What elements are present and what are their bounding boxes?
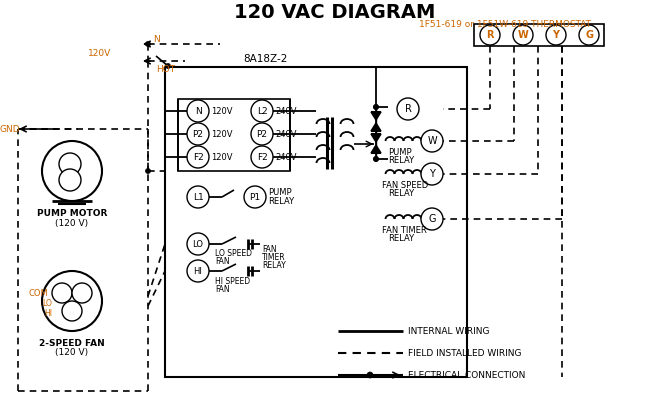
Text: P2: P2 bbox=[257, 129, 267, 139]
Circle shape bbox=[480, 25, 500, 45]
Text: 240V: 240V bbox=[275, 153, 297, 161]
Circle shape bbox=[187, 100, 209, 122]
Text: L2: L2 bbox=[257, 106, 267, 116]
Text: 1F51-619 or 1F51W-619 THERMOSTAT: 1F51-619 or 1F51W-619 THERMOSTAT bbox=[419, 20, 591, 28]
Circle shape bbox=[145, 168, 151, 173]
Text: (120 V): (120 V) bbox=[56, 218, 88, 228]
Text: G: G bbox=[428, 214, 436, 224]
Text: 120V: 120V bbox=[211, 153, 232, 161]
Text: FAN: FAN bbox=[215, 285, 230, 293]
Text: P1: P1 bbox=[249, 192, 261, 202]
Text: HOT: HOT bbox=[156, 65, 175, 73]
Circle shape bbox=[42, 141, 102, 201]
Text: FAN: FAN bbox=[215, 258, 230, 266]
Text: FAN SPEED: FAN SPEED bbox=[382, 181, 428, 189]
Text: 120V: 120V bbox=[211, 106, 232, 116]
Text: HI: HI bbox=[194, 266, 202, 276]
Text: FAN TIMER: FAN TIMER bbox=[382, 225, 427, 235]
Bar bbox=[474, 24, 604, 46]
Text: RELAY: RELAY bbox=[262, 261, 285, 269]
Text: GND: GND bbox=[0, 124, 21, 134]
Circle shape bbox=[187, 186, 209, 208]
Circle shape bbox=[251, 100, 273, 122]
Circle shape bbox=[187, 233, 209, 255]
Text: R: R bbox=[486, 30, 494, 40]
Text: Y: Y bbox=[429, 169, 435, 179]
Text: 2-SPEED FAN: 2-SPEED FAN bbox=[39, 339, 105, 347]
Text: W: W bbox=[518, 30, 529, 40]
Circle shape bbox=[59, 153, 81, 175]
Text: N: N bbox=[153, 34, 159, 44]
Text: PUMP: PUMP bbox=[268, 187, 291, 197]
Text: HI SPEED: HI SPEED bbox=[215, 277, 250, 285]
Text: LO: LO bbox=[192, 240, 204, 248]
Text: PUMP MOTOR: PUMP MOTOR bbox=[37, 209, 107, 217]
Circle shape bbox=[397, 98, 419, 120]
Circle shape bbox=[373, 104, 379, 109]
Text: RELAY: RELAY bbox=[388, 189, 414, 197]
Text: P2: P2 bbox=[192, 129, 204, 139]
Text: 120V: 120V bbox=[88, 49, 111, 57]
Text: (120 V): (120 V) bbox=[56, 349, 88, 357]
Text: L1: L1 bbox=[193, 192, 204, 202]
Text: 240V: 240V bbox=[275, 106, 297, 116]
Text: 240V: 240V bbox=[275, 129, 297, 139]
Text: INTERNAL WIRING: INTERNAL WIRING bbox=[408, 326, 490, 336]
Circle shape bbox=[421, 130, 443, 152]
Text: RELAY: RELAY bbox=[388, 233, 414, 243]
Text: COM: COM bbox=[28, 289, 48, 297]
Polygon shape bbox=[371, 112, 381, 120]
Text: HI: HI bbox=[44, 308, 52, 318]
Text: ELECTRICAL CONNECTION: ELECTRICAL CONNECTION bbox=[408, 370, 525, 380]
Circle shape bbox=[187, 123, 209, 145]
Circle shape bbox=[251, 146, 273, 168]
Circle shape bbox=[244, 186, 266, 208]
Text: LO: LO bbox=[42, 298, 52, 308]
Circle shape bbox=[42, 271, 102, 331]
Text: F2: F2 bbox=[193, 153, 204, 161]
Text: 120V: 120V bbox=[211, 129, 232, 139]
Text: FIELD INSTALLED WIRING: FIELD INSTALLED WIRING bbox=[408, 349, 521, 357]
Text: N: N bbox=[194, 106, 202, 116]
Circle shape bbox=[72, 283, 92, 303]
Text: 8A18Z-2: 8A18Z-2 bbox=[243, 54, 287, 64]
Circle shape bbox=[373, 157, 379, 161]
Text: G: G bbox=[585, 30, 593, 40]
Polygon shape bbox=[371, 145, 381, 153]
Circle shape bbox=[421, 163, 443, 185]
Polygon shape bbox=[371, 134, 381, 142]
Circle shape bbox=[421, 208, 443, 230]
Circle shape bbox=[187, 146, 209, 168]
Text: 120 VAC DIAGRAM: 120 VAC DIAGRAM bbox=[234, 3, 436, 21]
Circle shape bbox=[579, 25, 599, 45]
Circle shape bbox=[251, 123, 273, 145]
Circle shape bbox=[546, 25, 566, 45]
Circle shape bbox=[367, 372, 373, 378]
Circle shape bbox=[145, 41, 151, 47]
Text: R: R bbox=[405, 104, 411, 114]
Polygon shape bbox=[371, 123, 381, 131]
Text: Y: Y bbox=[553, 30, 559, 40]
Bar bbox=[178, 99, 290, 171]
Text: TIMER: TIMER bbox=[262, 253, 285, 261]
Text: F2: F2 bbox=[257, 153, 267, 161]
Bar bbox=[165, 67, 467, 377]
Text: W: W bbox=[427, 136, 437, 146]
Circle shape bbox=[373, 157, 379, 161]
Text: FAN: FAN bbox=[262, 245, 277, 253]
Circle shape bbox=[187, 260, 209, 282]
Circle shape bbox=[513, 25, 533, 45]
Text: RELAY: RELAY bbox=[268, 197, 294, 205]
Text: LO SPEED: LO SPEED bbox=[215, 249, 252, 259]
Circle shape bbox=[165, 64, 170, 68]
Text: RELAY: RELAY bbox=[388, 155, 414, 165]
Text: PUMP: PUMP bbox=[388, 147, 411, 157]
Circle shape bbox=[52, 283, 72, 303]
Circle shape bbox=[59, 169, 81, 191]
Circle shape bbox=[62, 301, 82, 321]
Circle shape bbox=[373, 104, 379, 109]
